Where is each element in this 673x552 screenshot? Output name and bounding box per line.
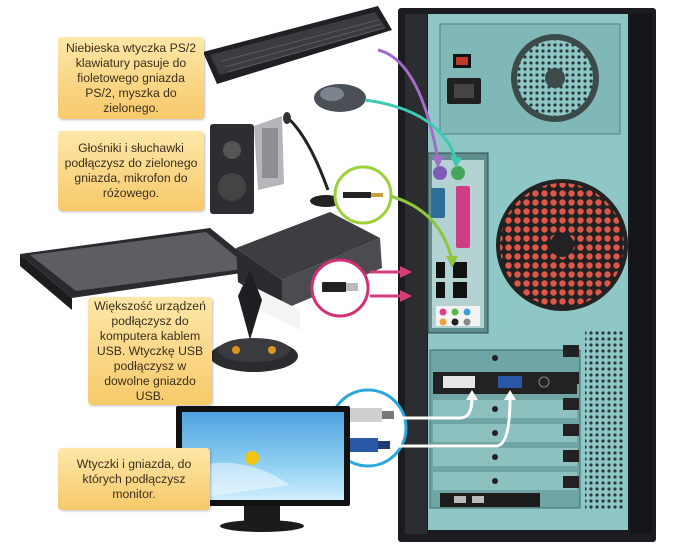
ps2-keyboard-port xyxy=(433,166,447,180)
callout-ps2: Niebieska wtyczka PS/2 klawiatury pasuje… xyxy=(58,37,204,119)
microphone-icon xyxy=(283,112,342,207)
side-vent xyxy=(585,330,625,510)
scanner-icon xyxy=(20,228,262,310)
usb-port xyxy=(436,262,445,278)
arrow-vga xyxy=(394,397,512,448)
connection-arrows xyxy=(364,48,516,448)
case-fan xyxy=(496,179,628,311)
usb-port xyxy=(453,282,467,298)
callout-ps2-text: Niebieska wtyczka PS/2 klawiatury pasuje… xyxy=(65,40,197,115)
callout-usb-text: Większość urządzeń podłączysz do kompute… xyxy=(94,298,206,403)
dvi-plug-icon xyxy=(342,408,382,422)
vga-plug-icon xyxy=(346,438,378,452)
arrow-keyboard xyxy=(377,48,440,161)
io-panel xyxy=(427,152,489,334)
mic-jack xyxy=(439,308,447,316)
dvi-port xyxy=(443,376,475,388)
arrow-mouse xyxy=(364,98,458,161)
mouse-icon xyxy=(314,84,366,112)
callout-monitor-text: Wtyczki i gniazda, do których podłączysz… xyxy=(76,456,192,501)
vga-port xyxy=(498,376,522,388)
audio-out-jack xyxy=(451,308,459,316)
usb-plug-icon xyxy=(310,258,370,318)
headphone-jack-icon xyxy=(333,165,393,225)
callout-audio: Głośniki i słuchawki podłączysz do zielo… xyxy=(58,131,204,211)
power-supply xyxy=(439,23,621,135)
keyboard-icon xyxy=(203,6,392,84)
ps2-mouse-port xyxy=(451,166,465,180)
expansion-slots xyxy=(429,345,581,509)
callout-monitor: Wtyczki i gniazda, do których podłączysz… xyxy=(58,448,210,510)
computer-case xyxy=(398,8,656,542)
callout-usb: Większość urządzeń podłączysz do kompute… xyxy=(88,297,212,405)
usb-port xyxy=(453,262,467,278)
line-in-jack xyxy=(463,308,471,316)
parallel-port xyxy=(456,186,470,248)
joystick-icon xyxy=(210,270,298,372)
callout-audio-text: Głośniki i słuchawki podłączysz do zielo… xyxy=(64,141,198,200)
serial-port xyxy=(431,188,445,218)
usb-port xyxy=(436,282,445,298)
arrow-dvi xyxy=(396,397,474,420)
speakers-icon xyxy=(210,116,284,214)
arrow-audio xyxy=(389,194,454,261)
